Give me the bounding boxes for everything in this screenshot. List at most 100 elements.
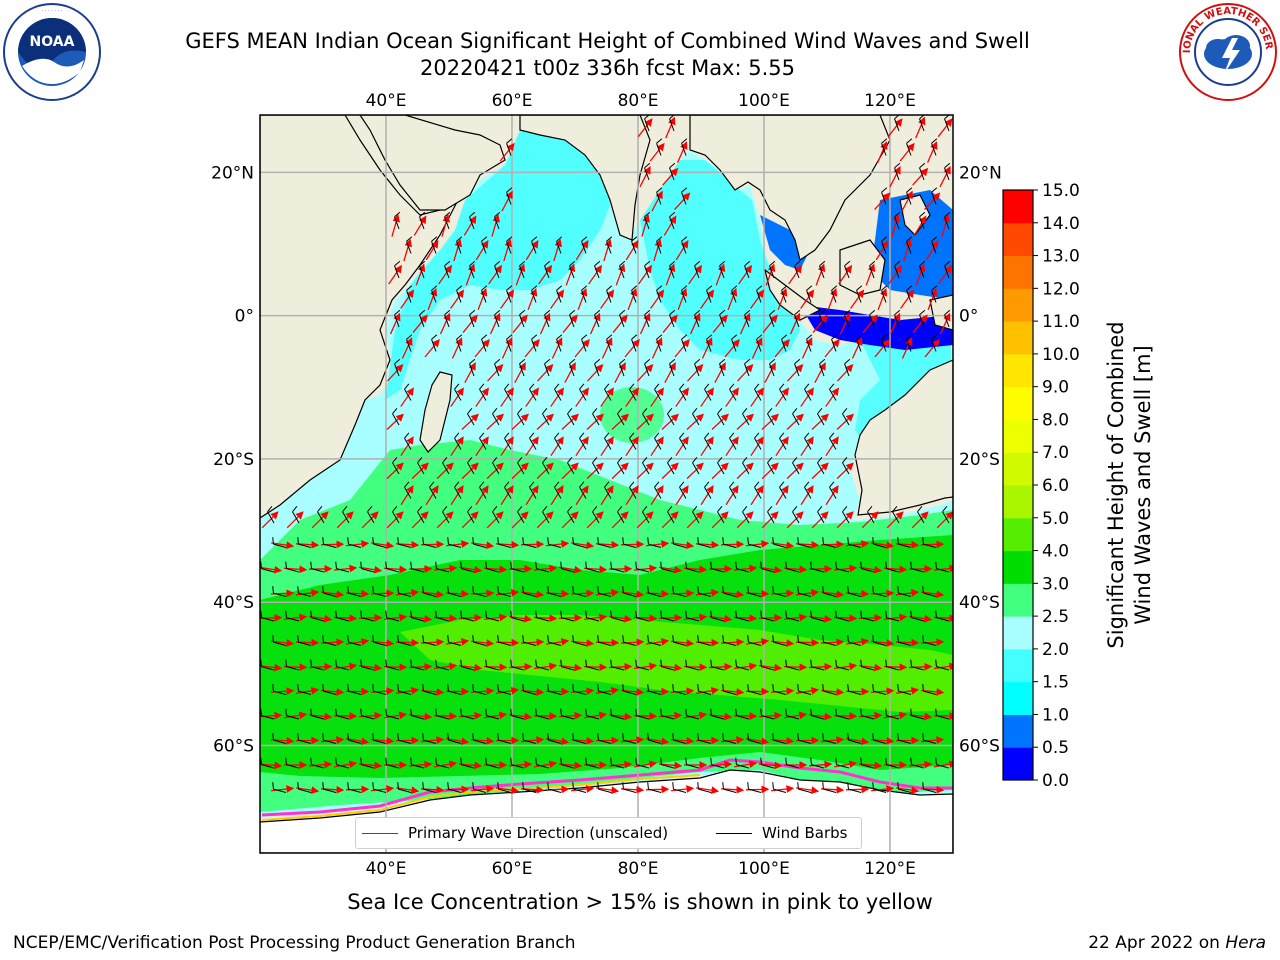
wind-barb-flag	[885, 757, 887, 765]
wind-barb	[717, 413, 725, 426]
wave-arrow	[649, 142, 665, 162]
wind-barb-flag	[672, 782, 674, 790]
wind-barb	[842, 462, 850, 475]
wave-arrow	[296, 786, 320, 795]
wind-barb-flag	[819, 309, 826, 316]
wind-barb	[642, 462, 650, 475]
wind-barb	[606, 290, 612, 303]
wind-barb-flag	[747, 684, 749, 692]
wind-barb	[794, 265, 800, 279]
wind-barb-flag	[760, 610, 762, 618]
wind-barb-flag	[754, 383, 760, 390]
wind-barb	[404, 437, 412, 450]
wind-barb-flag	[535, 659, 537, 667]
wind-barb-flag	[581, 334, 588, 340]
wave-arrow	[825, 436, 839, 457]
wind-barb-flag	[597, 586, 599, 594]
wind-barb	[519, 314, 525, 328]
wave-arrow	[750, 436, 764, 457]
wave-arrow	[827, 287, 838, 311]
footer-branch: NCEP/EMC/Verification Post Processing Pr…	[13, 933, 576, 953]
wind-barb	[817, 462, 825, 475]
wave-arrow	[686, 511, 704, 529]
legend-wave-direction: Primary Wave Direction (unscaled)	[362, 824, 668, 842]
wind-barb	[454, 486, 462, 499]
wind-barb-flag	[517, 457, 523, 464]
wind-barb	[679, 437, 687, 450]
wind-barb	[936, 764, 950, 769]
wind-barb-flag	[585, 561, 587, 569]
wind-barb-flag	[681, 236, 688, 242]
wind-barb-flag	[310, 610, 312, 618]
wave-arrow	[770, 736, 795, 745]
wave-arrow	[501, 190, 513, 212]
wind-barb-flag	[610, 708, 612, 716]
wave-arrow	[901, 190, 913, 212]
wind-barb	[881, 192, 887, 205]
wind-barb	[923, 592, 937, 597]
wind-barb-flag	[860, 757, 862, 765]
wind-barb	[869, 265, 875, 279]
wind-barb-flag	[285, 757, 287, 765]
wave-arrow	[559, 565, 583, 574]
wind-barb-flag	[910, 757, 912, 765]
wind-barb-flag	[660, 708, 662, 716]
wave-arrow	[870, 785, 895, 793]
wave-arrow	[786, 413, 804, 430]
wind-barb	[592, 511, 600, 524]
wind-barb-flag	[442, 457, 448, 464]
wave-arrow	[711, 462, 729, 480]
wind-barb-flag	[722, 635, 724, 643]
wind-barb-flag	[672, 586, 674, 594]
wind-barb-flag	[285, 708, 287, 716]
wind-barb	[581, 241, 587, 254]
wind-barb-flag	[272, 635, 274, 643]
wave-arrow	[920, 688, 945, 696]
wind-barb	[786, 666, 800, 671]
wave-arrow	[738, 264, 753, 285]
wind-barb-flag	[360, 757, 362, 765]
wind-barb	[542, 511, 550, 524]
wind-barb-flag	[897, 684, 899, 692]
wave-arrow	[561, 511, 579, 529]
wind-barb	[386, 568, 400, 573]
wave-arrow	[915, 116, 926, 139]
right-tick-label: 40°S	[959, 593, 1000, 613]
wind-barb-flag	[335, 659, 337, 667]
wind-barb	[881, 339, 887, 352]
wind-barb	[598, 739, 612, 744]
wind-barb	[723, 788, 737, 793]
wind-barb	[661, 715, 675, 720]
wind-barb-flag	[804, 432, 810, 439]
wind-barb	[523, 690, 537, 695]
wind-barb-flag	[842, 457, 848, 464]
wave-arrow	[625, 485, 639, 506]
wind-barb	[773, 592, 787, 597]
wave-arrow	[464, 362, 476, 384]
wind-barb	[723, 690, 737, 695]
wave-arrow	[524, 339, 540, 358]
wave-arrow	[846, 737, 870, 746]
wind-barb-flag	[360, 561, 362, 569]
wave-arrow	[400, 387, 414, 407]
wave-arrow	[260, 761, 283, 770]
wave-arrow	[884, 613, 908, 622]
wave-arrow	[759, 663, 783, 672]
wind-barb	[261, 764, 275, 769]
wind-barb	[767, 511, 775, 524]
wave-arrow	[608, 760, 633, 769]
wind-barb	[894, 314, 900, 328]
wind-barb	[431, 241, 437, 254]
wind-barb	[844, 265, 850, 279]
wind-barb-flag	[647, 684, 649, 692]
wind-barb-flag	[692, 408, 698, 415]
wind-barb-flag	[631, 236, 638, 242]
wave-arrow	[359, 663, 383, 672]
africa-landmass	[260, 115, 460, 519]
wind-barb-flag	[260, 659, 262, 667]
wind-barb-flag	[297, 586, 299, 594]
wave-arrow	[561, 413, 579, 430]
wind-barb	[906, 143, 912, 156]
wave-arrow	[436, 462, 454, 480]
wave-arrow	[696, 589, 720, 597]
